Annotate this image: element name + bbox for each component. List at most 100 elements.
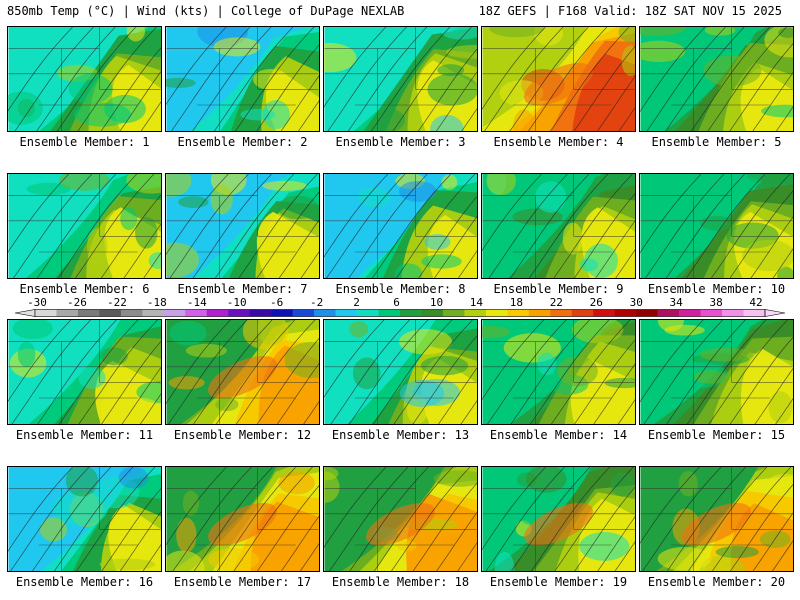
ensemble-member-label: Ensemble Member: 12 (173, 428, 312, 442)
colorbar-tick-label: -18 (147, 297, 167, 309)
ensemble-member-panel: Ensemble Member: 13 (323, 319, 478, 442)
colorbar-bin (56, 309, 79, 317)
colorbar-bin (679, 309, 701, 317)
ensemble-member-label: Ensemble Member: 19 (489, 575, 628, 589)
ensemble-member-label: Ensemble Member: 10 (647, 282, 786, 296)
colorbar-bin (142, 309, 165, 317)
colorbar-bin (77, 309, 100, 317)
colorbar-bin (593, 309, 616, 317)
ensemble-member-panel: Ensemble Member: 9 (481, 173, 636, 296)
colorbar-bin (35, 309, 57, 317)
ensemble-member-panel: Ensemble Member: 18 (323, 466, 478, 589)
ensemble-member-panel: Ensemble Member: 11 (7, 319, 162, 442)
temperature-map (7, 26, 162, 132)
temperature-map (323, 173, 478, 279)
colorbar-bin (99, 309, 122, 317)
ensemble-member-label: Ensemble Member: 8 (335, 282, 466, 296)
temperature-map (639, 319, 794, 425)
ensemble-member-label: Ensemble Member: 16 (15, 575, 154, 589)
temperature-colorbar: -30 -26 -22 -18 -14 -10 -6 -2 2 6 10 14 18 22 26 30 34 38… (14, 297, 786, 317)
colorbar-bin (314, 309, 336, 317)
colorbar-tick-label: -6 (270, 297, 283, 309)
temperature-map (165, 26, 320, 132)
colorbar-tick-label: 18 (510, 297, 523, 309)
colorbar-tick-label: 30 (630, 297, 643, 309)
ensemble-member-panel: Ensemble Member: 16 (7, 466, 162, 589)
temperature-map (639, 466, 794, 572)
colorbar-tick-label: -14 (187, 297, 207, 309)
colorbar-bin (507, 309, 530, 317)
colorbar-tick-label: 38 (709, 297, 722, 309)
colorbar-bin (292, 309, 315, 317)
ensemble-member-label: Ensemble Member: 11 (15, 428, 154, 442)
ensemble-member-panel: Ensemble Member: 5 (639, 26, 794, 149)
temperature-map (7, 319, 162, 425)
ensemble-member-label: Ensemble Member: 3 (335, 135, 466, 149)
colorbar-bin (206, 309, 229, 317)
ensemble-member-label: Ensemble Member: 2 (177, 135, 308, 149)
temperature-map (639, 173, 794, 279)
colorbar-tick-label: -30 (27, 297, 47, 309)
colorbar-bin (722, 309, 744, 317)
colorbar-bin (700, 309, 723, 317)
ensemble-member-panel: Ensemble Member: 8 (323, 173, 478, 296)
temperature-map (7, 466, 162, 572)
ensemble-member-panel: Ensemble Member: 19 (481, 466, 636, 589)
ensemble-member-label: Ensemble Member: 7 (177, 282, 308, 296)
valid-time: 18Z GEFS | F168 Valid: 18Z SAT NOV 15 20… (478, 4, 782, 18)
colorbar-bin (442, 309, 465, 317)
ensemble-member-label: Ensemble Member: 18 (331, 575, 470, 589)
temperature-map (481, 26, 636, 132)
ensemble-member-panel: Ensemble Member: 12 (165, 319, 320, 442)
ensemble-member-label: Ensemble Member: 15 (647, 428, 786, 442)
ensemble-member-label: Ensemble Member: 14 (489, 428, 628, 442)
temperature-map (165, 466, 320, 572)
colorbar-tick-label: 10 (430, 297, 443, 309)
product-title: 850mb Temp (°C) | Wind (kts) | College o… (7, 4, 405, 18)
ensemble-member-panel: Ensemble Member: 1 (7, 26, 162, 149)
colorbar-tick-label: -10 (227, 297, 247, 309)
ensemble-member-panel: Ensemble Member: 4 (481, 26, 636, 149)
ensemble-member-label: Ensemble Member: 5 (651, 135, 782, 149)
colorbar-tick-label: -22 (107, 297, 127, 309)
ensemble-member-panel: Ensemble Member: 15 (639, 319, 794, 442)
ensemble-member-label: Ensemble Member: 17 (173, 575, 312, 589)
colorbar-bin (357, 309, 379, 317)
colorbar-tick-label: -26 (67, 297, 87, 309)
temperature-map (323, 319, 478, 425)
colorbar-bin (335, 309, 358, 317)
ensemble-member-panel: Ensemble Member: 14 (481, 319, 636, 442)
temperature-map (481, 319, 636, 425)
ensemble-member-panel: Ensemble Member: 7 (165, 173, 320, 296)
colorbar-max-arrow (764, 309, 786, 317)
temperature-map (7, 173, 162, 279)
temperature-map (481, 466, 636, 572)
colorbar-bin (249, 309, 272, 317)
temperature-map (481, 173, 636, 279)
ensemble-member-panel: Ensemble Member: 2 (165, 26, 320, 149)
temperature-map (323, 26, 478, 132)
ensemble-member-label: Ensemble Member: 4 (493, 135, 624, 149)
colorbar-bin (743, 309, 766, 317)
colorbar-tick-label: 14 (470, 297, 484, 309)
colorbar-bin (228, 309, 251, 317)
colorbar-tick-label: 26 (590, 297, 603, 309)
colorbar-bin (163, 309, 186, 317)
colorbar-bin (464, 309, 487, 317)
ensemble-member-label: Ensemble Member: 13 (331, 428, 470, 442)
ensemble-member-panel: Ensemble Member: 10 (639, 173, 794, 296)
colorbar-bin (614, 309, 637, 317)
temperature-map (639, 26, 794, 132)
colorbar-tick-label: 22 (550, 297, 563, 309)
colorbar-bin (485, 309, 508, 317)
ensemble-member-panel: Ensemble Member: 6 (7, 173, 162, 296)
colorbar-bin (636, 309, 658, 317)
colorbar-bin (185, 309, 208, 317)
temperature-map (165, 173, 320, 279)
colorbar-tick-label: 42 (749, 297, 762, 309)
colorbar-bin (421, 309, 444, 317)
ensemble-member-label: Ensemble Member: 6 (19, 282, 150, 296)
colorbar-bin (571, 309, 594, 317)
colorbar-bin (528, 309, 551, 317)
temperature-map (323, 466, 478, 572)
